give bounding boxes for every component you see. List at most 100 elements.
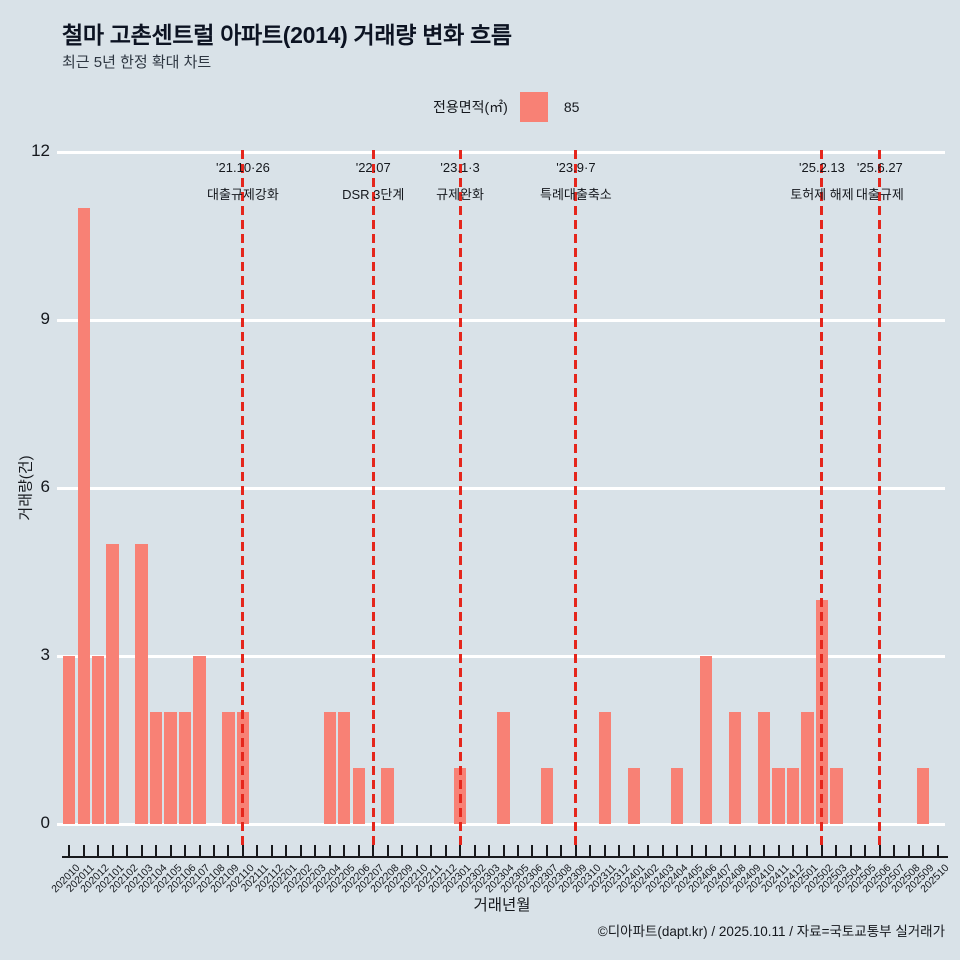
bar bbox=[772, 768, 785, 824]
x-tick bbox=[227, 845, 230, 856]
x-tick bbox=[299, 845, 302, 856]
x-tick bbox=[314, 845, 317, 856]
x-tick bbox=[531, 845, 534, 856]
x-tick bbox=[140, 845, 143, 856]
legend-label: 전용면적(㎡) bbox=[433, 99, 508, 115]
x-tick bbox=[415, 845, 418, 856]
event-label: 대출규제 bbox=[855, 187, 904, 202]
x-tick bbox=[936, 845, 939, 856]
event-label: 대출규제강화 bbox=[207, 187, 279, 202]
y-gridline bbox=[57, 151, 945, 154]
x-tick bbox=[603, 845, 606, 856]
bar bbox=[77, 208, 90, 824]
bar bbox=[106, 544, 119, 824]
x-tick bbox=[719, 845, 722, 856]
event-label: 토허제 해제 bbox=[790, 187, 854, 202]
x-tick bbox=[82, 845, 85, 856]
x-tick bbox=[68, 845, 71, 856]
bar bbox=[757, 712, 771, 824]
x-tick bbox=[632, 845, 635, 856]
x-tick bbox=[734, 845, 737, 856]
legend: 전용면적(㎡) 85 bbox=[433, 92, 579, 122]
x-tick bbox=[198, 845, 201, 856]
x-tick bbox=[545, 845, 548, 856]
x-tick bbox=[386, 845, 389, 856]
x-tick bbox=[241, 845, 244, 856]
x-tick bbox=[126, 845, 129, 856]
x-axis-line bbox=[62, 856, 948, 858]
x-tick bbox=[256, 845, 259, 856]
x-tick bbox=[893, 845, 896, 856]
x-tick bbox=[560, 845, 563, 856]
event-line bbox=[820, 150, 824, 845]
bar bbox=[323, 712, 336, 824]
bar bbox=[164, 712, 177, 824]
x-tick bbox=[849, 845, 852, 856]
bar bbox=[222, 712, 235, 824]
event-label: 규제완화 bbox=[436, 187, 484, 202]
bar bbox=[671, 768, 684, 824]
x-tick bbox=[401, 845, 404, 856]
event-label: DSR 3단계 bbox=[342, 187, 405, 202]
x-tick bbox=[97, 845, 100, 856]
bar bbox=[135, 544, 148, 824]
event-date: '22.07 bbox=[355, 160, 391, 175]
event-line bbox=[458, 150, 462, 845]
bar bbox=[352, 768, 365, 824]
x-tick bbox=[372, 845, 375, 856]
bar bbox=[728, 712, 742, 824]
x-tick bbox=[343, 845, 346, 856]
x-tick bbox=[705, 845, 708, 856]
footer-credit: ©디아파트(dapt.kr) / 2025.10.11 / 자료=국토교통부 실… bbox=[597, 924, 945, 939]
x-tick bbox=[792, 845, 794, 856]
legend-value: 85 bbox=[563, 99, 580, 115]
x-tick bbox=[647, 845, 650, 856]
x-tick bbox=[835, 845, 838, 856]
y-gridline bbox=[57, 655, 945, 658]
x-tick bbox=[169, 845, 172, 856]
event-line bbox=[878, 150, 882, 845]
y-tick-label: 3 bbox=[40, 645, 50, 664]
event-date: '21.10·26 bbox=[216, 160, 270, 175]
bar bbox=[178, 712, 192, 824]
chart-title: 철마 고촌센트럴 아파트(2014) 거래량 변화 흐름 bbox=[62, 22, 512, 48]
bar bbox=[91, 656, 105, 824]
x-tick bbox=[516, 845, 519, 856]
legend-swatch bbox=[519, 92, 548, 122]
y-tick-label: 12 bbox=[31, 141, 50, 160]
x-tick bbox=[763, 845, 766, 856]
bar bbox=[786, 768, 800, 824]
bar bbox=[381, 768, 394, 824]
x-tick bbox=[922, 845, 925, 856]
event-date: '25.2.13 bbox=[799, 160, 845, 175]
bar bbox=[801, 712, 814, 824]
y-gridline bbox=[57, 319, 945, 322]
x-tick bbox=[285, 845, 288, 856]
x-tick bbox=[212, 845, 215, 856]
x-tick bbox=[907, 845, 910, 856]
x-axis-title: 거래년월 bbox=[473, 897, 531, 914]
x-tick bbox=[357, 845, 360, 856]
x-tick bbox=[502, 845, 505, 856]
x-tick bbox=[459, 845, 462, 856]
bar bbox=[830, 768, 843, 824]
bar bbox=[497, 712, 510, 824]
bar bbox=[63, 656, 76, 824]
bar bbox=[917, 768, 930, 824]
y-tick-label: 9 bbox=[40, 309, 50, 328]
x-tick bbox=[184, 845, 187, 856]
x-tick bbox=[111, 845, 114, 856]
chart-subtitle: 최근 5년 한정 확대 차트 bbox=[62, 54, 212, 71]
y-gridline bbox=[57, 823, 945, 826]
bar bbox=[540, 768, 554, 824]
x-tick bbox=[589, 845, 592, 856]
event-line bbox=[574, 150, 578, 845]
event-label: 특례대출축소 bbox=[539, 187, 612, 202]
bar bbox=[627, 768, 640, 824]
x-tick bbox=[676, 845, 679, 856]
x-tick bbox=[155, 845, 158, 856]
event-date: '23.1·3 bbox=[440, 160, 480, 175]
bar bbox=[193, 656, 206, 824]
event-date: '23.9·7 bbox=[556, 160, 596, 175]
x-tick bbox=[661, 845, 664, 856]
